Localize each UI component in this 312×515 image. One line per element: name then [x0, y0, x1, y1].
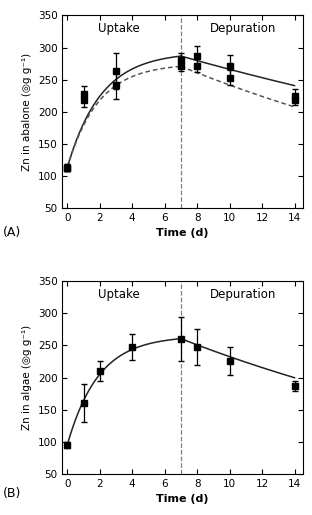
Text: Uptake: Uptake — [98, 288, 140, 301]
Text: Uptake: Uptake — [98, 22, 140, 35]
Text: (B): (B) — [3, 487, 22, 500]
Y-axis label: Zn in abalone (◎g g⁻¹): Zn in abalone (◎g g⁻¹) — [22, 53, 32, 171]
X-axis label: Time (d): Time (d) — [156, 494, 209, 504]
Y-axis label: Zn in algae (◎g g⁻¹): Zn in algae (◎g g⁻¹) — [22, 325, 32, 430]
X-axis label: Time (d): Time (d) — [156, 229, 209, 238]
Text: (A): (A) — [3, 227, 21, 239]
Text: Depuration: Depuration — [209, 22, 276, 35]
Text: Depuration: Depuration — [209, 288, 276, 301]
